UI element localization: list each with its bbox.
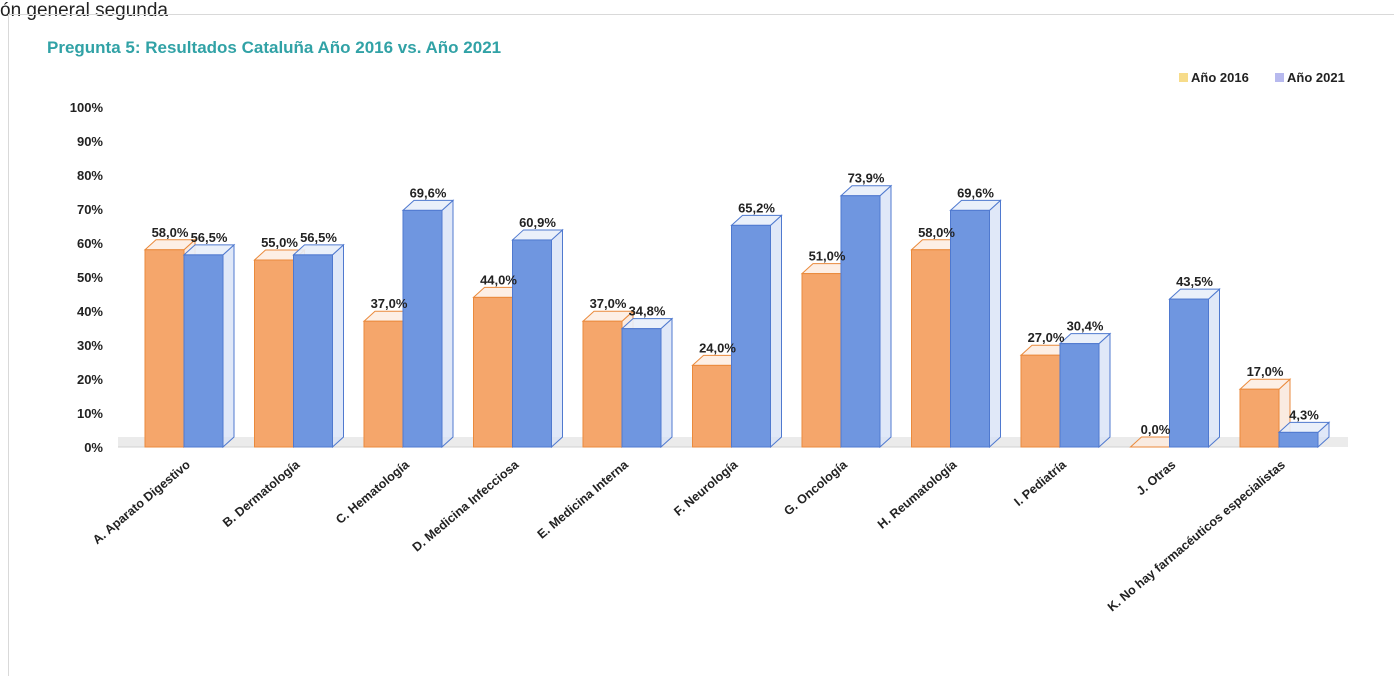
bar-2016 — [691, 354, 744, 449]
legend-item-2021: Año 2021 — [1275, 70, 1345, 85]
y-tick-label: 30% — [77, 338, 103, 353]
bar-2021 — [949, 199, 1002, 449]
category-label: G. Oncología — [781, 457, 850, 518]
bar-side — [332, 243, 344, 449]
category-label: F. Neurología — [671, 457, 741, 519]
bar-front — [1239, 388, 1280, 448]
y-tick-label: 20% — [77, 372, 103, 387]
bar-front — [363, 320, 404, 448]
bar-side — [551, 228, 563, 449]
bar-2021 — [1058, 332, 1112, 449]
data-label-2021: 69,6% — [957, 185, 994, 200]
data-label-2016: 17,0% — [1247, 364, 1284, 379]
top-text-fragment: ón general segunda — [0, 0, 168, 21]
data-label-2021: 34,8% — [629, 304, 666, 319]
bar-2021 — [1277, 421, 1331, 449]
data-label-2016: 37,0% — [371, 296, 408, 311]
bar-front — [621, 328, 662, 448]
category-label: J. Otras — [1134, 458, 1179, 499]
data-label-2016: 51,0% — [809, 249, 846, 264]
category-label: D. Medicina Infecciosa — [410, 457, 523, 555]
chart-title: Pregunta 5: Resultados Cataluña Año 2016… — [47, 38, 501, 57]
y-tick-label: 0% — [84, 440, 103, 455]
bar-2021 — [511, 228, 564, 449]
bar-front — [254, 259, 294, 448]
bar-2021 — [839, 184, 893, 449]
data-label-2016: 37,0% — [590, 296, 627, 311]
bar-side — [1208, 287, 1220, 449]
y-tick-label: 60% — [77, 236, 103, 251]
legend-label: Año 2021 — [1287, 70, 1345, 85]
bar-front — [183, 254, 224, 448]
category-label: K. No hay farmacéuticos especialistas — [1105, 458, 1288, 615]
bar-side — [770, 214, 782, 449]
y-tick-label: 90% — [77, 134, 103, 149]
data-label-2016: 27,0% — [1028, 330, 1065, 345]
bar-front — [1169, 298, 1209, 448]
data-label-2021: 56,5% — [300, 230, 337, 245]
y-tick-label: 100% — [70, 100, 104, 115]
data-label-2021: 60,9% — [519, 215, 556, 230]
bar-front — [1278, 431, 1319, 448]
bar-2021 — [292, 243, 345, 449]
data-label-2016: 58,0% — [918, 225, 955, 240]
data-label-2016: 58,0% — [152, 225, 189, 240]
data-label-2021: 73,9% — [848, 171, 885, 186]
data-label-2021: 30,4% — [1067, 319, 1104, 334]
legend-swatch — [1275, 73, 1284, 82]
data-label-2021: 43,5% — [1176, 274, 1213, 289]
category-label: A. Aparato Digestivo — [90, 457, 193, 547]
y-tick-label: 50% — [77, 270, 103, 285]
bar-front — [402, 209, 443, 448]
data-label-2016: 55,0% — [261, 235, 298, 250]
bar-front — [911, 249, 951, 448]
legend-label: Año 2016 — [1191, 70, 1249, 85]
data-label-2021: 65,2% — [738, 200, 775, 215]
bar-front — [692, 364, 732, 448]
bar-front — [950, 209, 990, 448]
y-tick-label: 70% — [77, 202, 103, 217]
bar-2021 — [182, 243, 236, 449]
y-tick-label: 80% — [77, 168, 103, 183]
category-label: C. Hematología — [333, 457, 413, 527]
chart-frame — [8, 14, 1394, 676]
bar-front — [473, 296, 513, 448]
bar-2021 — [730, 214, 783, 449]
category-label: E. Medicina Interna — [535, 457, 632, 542]
bar-front — [840, 195, 881, 448]
bar-front — [582, 320, 623, 448]
data-label-2021: 56,5% — [191, 230, 228, 245]
bar-front — [801, 273, 842, 448]
bar-front — [1059, 343, 1100, 448]
bar-side — [660, 317, 673, 449]
legend-swatch — [1179, 73, 1188, 82]
y-tick-label: 10% — [77, 406, 103, 421]
legend-item-2016: Año 2016 — [1179, 70, 1249, 85]
data-label-2016: 0,0% — [1141, 422, 1171, 437]
data-label-2021: 4,3% — [1289, 407, 1319, 422]
category-label: H. Reumatología — [875, 457, 960, 532]
bar-side — [222, 243, 235, 449]
category-label: I. Pediatría — [1011, 457, 1069, 509]
category-label: B. Dermatología — [220, 457, 303, 530]
bar-2021 — [401, 199, 455, 449]
bar-side — [441, 199, 454, 449]
bar-front — [293, 254, 333, 448]
bar-side — [989, 199, 1001, 449]
bar-front — [731, 224, 771, 448]
bar-front — [144, 249, 185, 448]
y-tick-label: 40% — [77, 304, 103, 319]
bar-2021 — [1168, 287, 1221, 449]
data-label-2021: 69,6% — [410, 185, 447, 200]
bar-side — [1098, 332, 1111, 449]
bar-2021 — [620, 317, 674, 449]
bar-front — [1020, 354, 1061, 448]
data-label-2016: 24,0% — [699, 340, 736, 355]
bar-front — [512, 239, 552, 448]
bar-side — [879, 184, 892, 449]
data-label-2016: 44,0% — [480, 272, 517, 287]
